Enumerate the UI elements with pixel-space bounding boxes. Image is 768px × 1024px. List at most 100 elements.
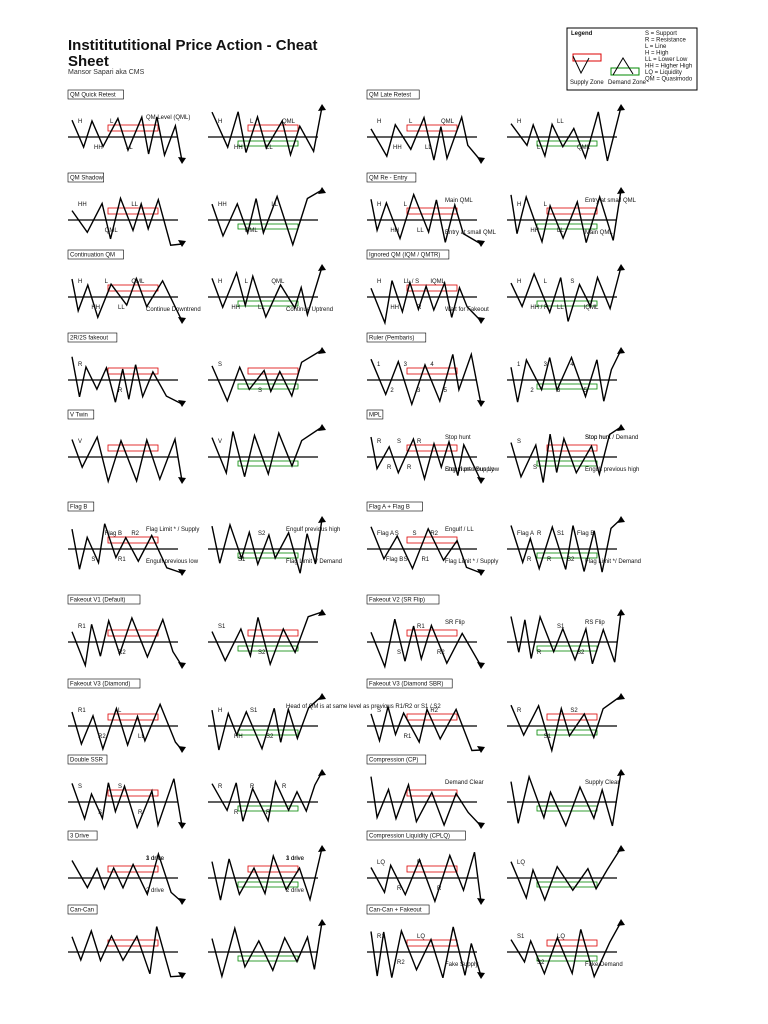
pattern-label: R — [387, 465, 392, 471]
arrow-head — [617, 769, 625, 776]
pattern-label: Head of QM is at same level as previous … — [286, 704, 441, 710]
legend-zone: Supply Zone — [570, 80, 604, 86]
pattern-label: R — [266, 810, 271, 816]
pattern-label: H — [377, 202, 381, 208]
section-title: 2R/2S fakeout — [70, 336, 108, 342]
pattern-label: S — [377, 708, 381, 714]
pattern-label: QM Level (QML) — [146, 115, 190, 121]
pattern-label: R — [437, 886, 442, 892]
section-title: QM Shadow — [70, 176, 104, 182]
section-title: Ignored QM (IQM / QMTR) — [369, 253, 440, 259]
pattern-label: R — [218, 784, 223, 790]
pattern-label: LQ — [417, 934, 425, 940]
supply-zone — [107, 789, 159, 797]
pattern-label: LL — [557, 119, 564, 125]
pattern-label: R — [537, 531, 542, 537]
section-title-box — [67, 172, 105, 183]
pattern-label: R1 — [417, 624, 425, 630]
section-title: MPL — [369, 413, 382, 419]
pattern-label: S — [404, 557, 408, 563]
pattern-label: Flag B — [105, 531, 122, 537]
supply-zone — [107, 367, 159, 375]
price-path — [510, 611, 622, 665]
pattern-label: S1 — [517, 934, 525, 940]
pattern-label: S1 — [250, 708, 258, 714]
section-title: QM Re - Entry — [369, 176, 407, 182]
arrow-head — [617, 264, 625, 271]
pattern-label: 3 — [557, 388, 561, 394]
arrow-head — [178, 477, 186, 484]
section-title: Compression Liquidity (CPLQ) — [369, 834, 450, 840]
pattern-label: 1 — [517, 362, 521, 368]
pattern-label: R2 — [131, 531, 139, 537]
pattern-label: Fake Demand — [585, 962, 623, 968]
pattern-label: Flag Limit * / Supply — [445, 559, 498, 565]
section-title: QM Late Retest — [369, 93, 411, 99]
pattern-label: HH — [78, 202, 87, 208]
supply-zone — [107, 536, 159, 544]
price-path — [71, 523, 183, 574]
demand-zone-sample — [610, 67, 640, 76]
price-path — [370, 704, 482, 752]
pattern-label: Flag B — [386, 557, 403, 563]
supply-zone — [406, 207, 458, 215]
arrow-head — [178, 400, 186, 407]
pattern-label: 5 — [444, 388, 448, 394]
arrow-head — [318, 187, 326, 194]
arrow-head — [477, 477, 485, 484]
section-title: Fakeout V1 (Default) — [70, 598, 125, 604]
price-path — [510, 189, 622, 245]
pattern-label: HH — [390, 305, 399, 311]
price-path — [370, 436, 482, 482]
pattern-label: R — [377, 439, 382, 445]
pattern-label: Flag Limit * / Supply — [146, 527, 199, 533]
price-path — [370, 619, 482, 670]
pattern-label: LL / S — [404, 279, 419, 285]
price-path — [510, 695, 622, 754]
pattern-label: S — [533, 465, 537, 471]
pattern-label: R2 — [430, 708, 438, 714]
pattern-label: S — [78, 784, 82, 790]
pattern-label: R — [138, 810, 143, 816]
pattern-label: L — [544, 279, 548, 285]
supply-zone — [247, 865, 299, 873]
pattern-label: LL — [266, 145, 273, 151]
legend-item: R = Resistance — [645, 38, 687, 44]
pattern-label: 4 — [430, 362, 434, 368]
pattern-label: Engulf previous Low — [445, 467, 500, 473]
arrow-head — [318, 693, 326, 700]
pattern-label: H — [377, 279, 381, 285]
arrow-head — [178, 898, 186, 905]
section-title-box — [366, 594, 440, 605]
pattern-label: R2 — [437, 650, 445, 656]
legend-item: LQ = Liquidity — [645, 70, 682, 76]
price-path — [370, 852, 482, 904]
pattern-label: L — [250, 119, 254, 125]
pattern-label: H — [78, 119, 82, 125]
price-path — [71, 276, 183, 322]
pattern-label: HH — [231, 305, 240, 311]
arrow-head — [617, 347, 625, 354]
pattern-label: S — [517, 439, 521, 445]
section-title: Ruler (Pembaris) — [369, 336, 414, 342]
legend-item: L = Line — [645, 44, 667, 50]
legend-title: Legend — [571, 31, 593, 37]
pattern-label: R — [250, 784, 255, 790]
pattern-label: QML — [577, 145, 591, 151]
price-path — [510, 266, 622, 322]
demand-zone — [237, 460, 299, 467]
price-path — [370, 351, 482, 407]
pattern-label: HH — [91, 305, 100, 311]
pattern-label: S2 — [567, 557, 575, 563]
section-title: Flag B — [70, 505, 87, 511]
pattern-label: 2 drive — [146, 888, 165, 894]
section-title-box — [67, 904, 98, 915]
pattern-label: Stop hunt / Supply — [445, 467, 494, 473]
demand-zone — [536, 881, 598, 888]
price-path — [370, 279, 482, 326]
price-path — [370, 114, 482, 162]
pattern-label: H — [517, 119, 521, 125]
pattern-label: S2 — [577, 650, 585, 656]
pattern-label: R — [517, 708, 522, 714]
